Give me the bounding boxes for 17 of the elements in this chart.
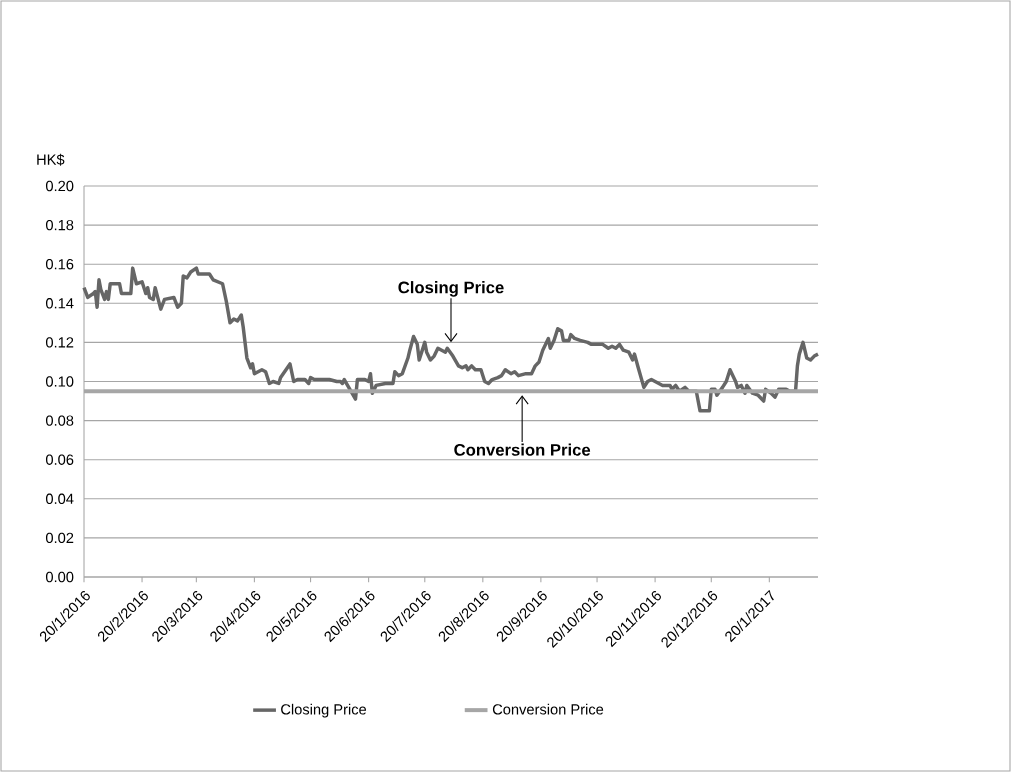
y-tick-label: 0.18 <box>45 219 74 231</box>
legend-label: Conversion Price <box>492 703 604 715</box>
y-tick-label: 0.16 <box>45 259 74 270</box>
y-tick-label: 0.12 <box>45 337 74 348</box>
y-tick-label: 0.14 <box>45 298 74 309</box>
y-tick-label: 0.20 <box>45 180 74 192</box>
legend-label: Closing Price <box>281 703 367 718</box>
annotation: Closing Price <box>398 281 504 297</box>
y-tick-label: 0.06 <box>45 454 74 465</box>
annotation: Conversion Price <box>454 443 591 456</box>
y-tick-label: 0.10 <box>45 376 74 387</box>
y-axis-title: HK$ <box>37 153 65 166</box>
y-tick-label: 0.08 <box>45 415 74 426</box>
y-tick-label: 0.00 <box>45 571 74 583</box>
y-tick-label: 0.04 <box>45 493 74 504</box>
y-tick-label: 0.02 <box>45 532 74 544</box>
line-series <box>82 266 820 413</box>
